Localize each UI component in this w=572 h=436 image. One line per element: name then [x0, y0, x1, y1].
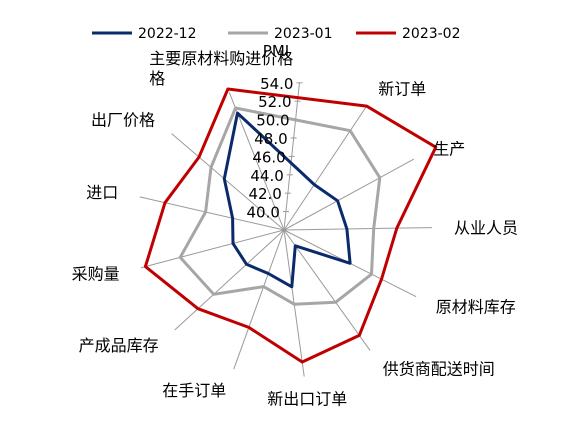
radar-spoke-9	[140, 229, 285, 269]
radial-tick-label: 40.0	[247, 204, 280, 222]
axis-label-12: 主要原材料购进价格	[149, 49, 293, 68]
axis-label-9: 采购量	[72, 264, 120, 283]
radar-spoke-11	[171, 133, 285, 231]
axis-label-1: 新订单	[378, 80, 426, 99]
axis-label-12-line-2: 格	[149, 69, 165, 88]
radial-tick-label: 54.0	[260, 75, 293, 93]
axis-label-7: 在手订单	[162, 381, 226, 400]
radial-tick-label: 42.0	[248, 185, 281, 203]
axis-label-10: 进口	[86, 183, 118, 202]
legend-label-2023-01: 2023-01	[274, 26, 333, 42]
radial-tick-labels: 54.052.050.048.046.044.042.040.0	[247, 75, 294, 222]
axis-label-6: 新出口订单	[267, 389, 347, 408]
series-line-2023-01	[178, 106, 382, 306]
legend-label-2023-02: 2023-02	[402, 26, 461, 42]
radar-spoke-8	[174, 229, 285, 331]
axis-label-11: 出厂价格	[91, 110, 155, 129]
axis-label-5: 供货商配送时间	[383, 359, 495, 378]
radial-tick-label: 52.0	[258, 93, 291, 111]
chart-title: PMI	[263, 42, 289, 60]
radial-tick-label: 44.0	[250, 167, 283, 185]
radar-spoke-1	[283, 106, 367, 231]
legend-label-2022-12: 2022-12	[138, 26, 197, 42]
axis-label-2: 生产	[433, 140, 465, 159]
axis-label-8: 产成品库存	[79, 336, 159, 355]
radial-tick-label: 48.0	[254, 130, 287, 148]
radar-spoke-3	[283, 227, 432, 231]
radar-spoke-7	[233, 229, 285, 370]
legend: 2022-12 2023-01 2023-02	[92, 26, 461, 42]
axis-label-3: 从业人员	[454, 218, 518, 237]
series-line-2023-02	[143, 87, 438, 364]
radar-spoke-5	[283, 229, 371, 351]
series-line-2022-12	[222, 111, 352, 289]
radar-series	[143, 87, 438, 364]
radar-spoke-2	[283, 158, 415, 231]
radial-tick-label: 46.0	[252, 148, 285, 166]
axis-label-4: 原材料库存	[436, 298, 516, 317]
radial-tick-label: 50.0	[256, 112, 289, 130]
